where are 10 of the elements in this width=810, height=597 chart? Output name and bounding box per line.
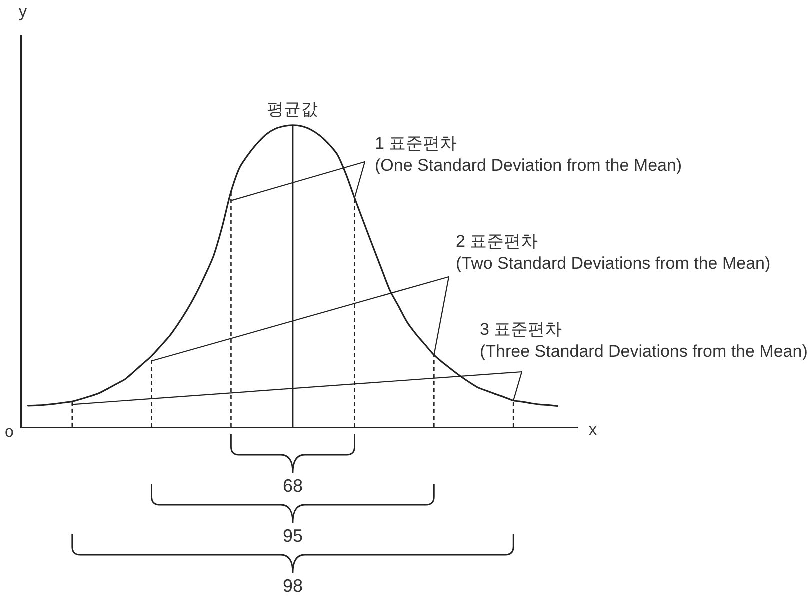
annotation: 1 표준편차 (One Standard Deviation from the Mean) [375, 134, 682, 176]
text: 68 [283, 476, 304, 496]
text: o [5, 424, 14, 441]
text: 95 [283, 526, 304, 546]
text: 98 [283, 576, 304, 596]
text: 평균값 [267, 100, 318, 119]
annotation: 2 표준편차 (Two Standard Deviations from the Mean) [456, 232, 771, 274]
x-axis-title: x [589, 422, 597, 439]
annotation: 3 표준편차 (Three Standard Deviations from the Mean) [480, 320, 808, 362]
text: y [19, 4, 27, 21]
